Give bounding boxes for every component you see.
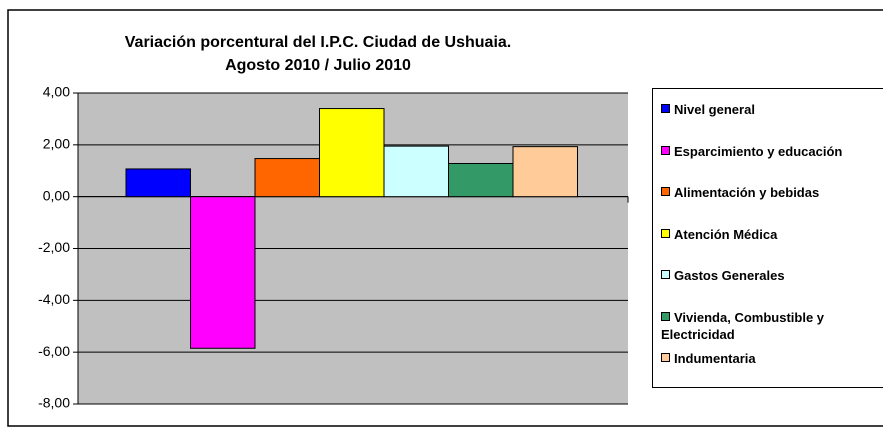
y-tick-label: 4,00: [43, 84, 70, 100]
legend-swatch: [661, 311, 670, 321]
legend: Nivel general Esparcimiento y educación Al…: [652, 88, 883, 388]
legend-swatch: [661, 104, 670, 113]
legend-item: Vivienda, Combustible y Electricidad: [661, 309, 876, 343]
y-tick-label: -2,00: [38, 239, 70, 255]
chart-subtitle: Agosto 2010 / Julio 2010: [225, 57, 411, 74]
legend-item: Atención Médica: [661, 226, 876, 243]
legend-label: Nivel general: [674, 102, 755, 117]
legend-label: Atención Médica: [674, 226, 778, 242]
chart-title: Variación porcentural del I.P.C. Ciudad …: [125, 34, 511, 51]
legend-swatch: [661, 145, 670, 155]
legend-label: Esparcimiento y educación: [674, 143, 843, 159]
legend-label: Vivienda, Combustible y Electricidad: [661, 309, 825, 342]
legend-item: Indumentaria: [661, 350, 876, 367]
legend-label: Gastos Generales: [674, 268, 785, 283]
y-tick-label: -8,00: [38, 395, 70, 411]
bar: [254, 158, 320, 198]
legend-item: Alimentación y bebidas: [661, 184, 876, 201]
legend-swatch: [661, 353, 670, 362]
y-tick-label: 0,00: [43, 187, 70, 203]
legend-swatch: [661, 187, 670, 196]
legend-swatch: [661, 270, 670, 279]
bar: [512, 146, 578, 198]
legend-label: Alimentación y bebidas: [674, 185, 820, 200]
legend-item: Gastos Generales: [661, 267, 876, 284]
legend-swatch: [661, 228, 670, 238]
y-tick-label: 2,00: [43, 136, 70, 152]
legend-item: Esparcimiento y educación: [661, 143, 876, 160]
bar: [448, 162, 514, 198]
bar: [190, 196, 256, 349]
y-tick-label: -4,00: [38, 291, 70, 307]
bar: [383, 145, 449, 198]
bar: [319, 108, 385, 198]
legend-label: Indumentaria: [674, 351, 756, 366]
legend-item: Nivel general: [661, 101, 876, 118]
bar: [125, 168, 191, 198]
y-tick-label: -6,00: [38, 343, 70, 359]
